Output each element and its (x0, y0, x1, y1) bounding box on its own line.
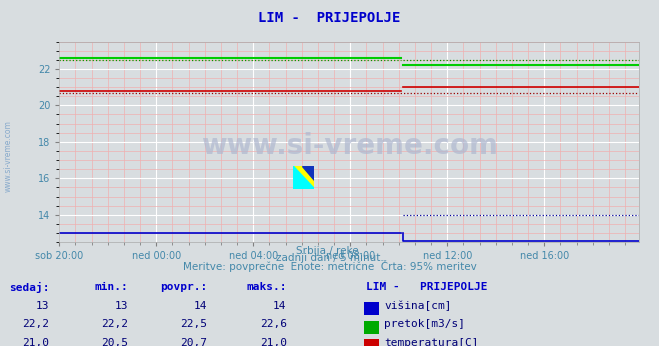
Text: LIM -   PRIJEPOLJE: LIM - PRIJEPOLJE (366, 282, 487, 292)
Text: sedaj:: sedaj: (9, 282, 49, 293)
Polygon shape (302, 166, 314, 180)
Text: 22,2: 22,2 (101, 319, 129, 329)
Polygon shape (293, 166, 314, 189)
Text: maks.:: maks.: (246, 282, 287, 292)
Text: 13: 13 (36, 301, 49, 311)
Text: povpr.:: povpr.: (160, 282, 208, 292)
Text: min.:: min.: (95, 282, 129, 292)
Text: 22,2: 22,2 (22, 319, 49, 329)
Text: temperatura[C]: temperatura[C] (384, 338, 478, 346)
Text: Srbija / reke.: Srbija / reke. (297, 246, 362, 256)
Text: 20,7: 20,7 (181, 338, 208, 346)
Text: pretok[m3/s]: pretok[m3/s] (384, 319, 465, 329)
Text: 21,0: 21,0 (22, 338, 49, 346)
Text: 21,0: 21,0 (260, 338, 287, 346)
Text: 14: 14 (194, 301, 208, 311)
Text: višina[cm]: višina[cm] (384, 301, 451, 311)
Text: www.si-vreme.com: www.si-vreme.com (201, 132, 498, 160)
Text: 13: 13 (115, 301, 129, 311)
Text: LIM -  PRIJEPOLJE: LIM - PRIJEPOLJE (258, 11, 401, 25)
Polygon shape (293, 166, 314, 189)
Text: 14: 14 (273, 301, 287, 311)
Text: Meritve: povprečne  Enote: metrične  Črta: 95% meritev: Meritve: povprečne Enote: metrične Črta:… (183, 260, 476, 272)
Text: 20,5: 20,5 (101, 338, 129, 346)
Text: 22,6: 22,6 (260, 319, 287, 329)
Text: www.si-vreme.com: www.si-vreme.com (3, 120, 13, 192)
Text: zadnji dan / 5 minut.: zadnji dan / 5 minut. (275, 253, 384, 263)
Text: 22,5: 22,5 (181, 319, 208, 329)
